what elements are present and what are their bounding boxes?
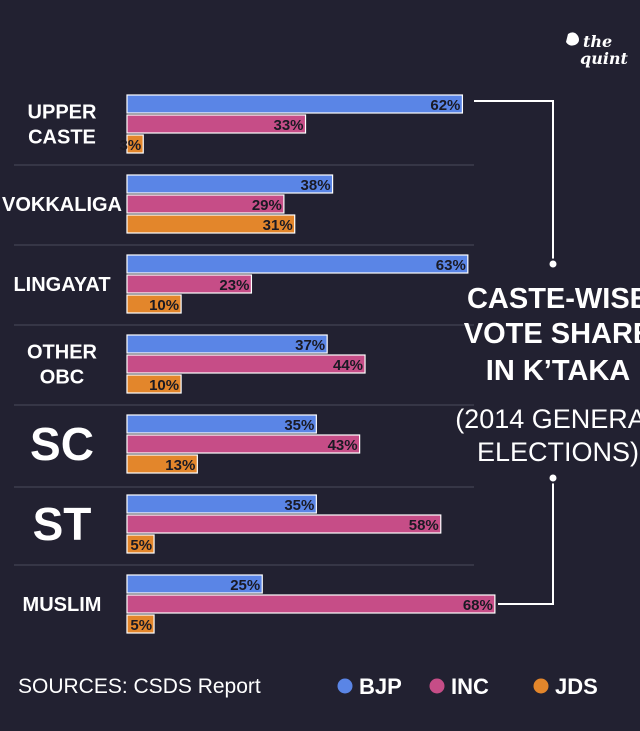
value-label-inc: 58% [409, 517, 439, 534]
legend-item-jds: JDS [533, 674, 598, 699]
bar-inc [126, 514, 442, 534]
bar-inc [126, 274, 253, 294]
value-label-jds: 5% [130, 617, 152, 634]
bar-jds [126, 454, 198, 474]
value-label-bjp: 35% [284, 417, 314, 434]
source-note: SOURCES: CSDS Report [18, 675, 261, 698]
bar-group: 35% 43% 13% [126, 414, 361, 474]
value-label-jds: 10% [149, 377, 179, 394]
title-bracket [474, 100, 559, 605]
category-label: CASTE [28, 127, 96, 149]
row-dividers [14, 164, 474, 566]
brand-mark-icon [566, 32, 579, 46]
value-label-inc: 29% [252, 197, 282, 214]
side-title: CASTE-WISE VOTE SHARE IN K’TAKA (2014 GE… [455, 283, 640, 467]
bar-inc [126, 594, 496, 614]
legend-label: INC [451, 674, 489, 699]
legend-item-bjp: BJP [337, 674, 402, 699]
legend-dot-icon [429, 678, 445, 694]
legend-label: JDS [555, 674, 598, 699]
value-label-jds: 10% [149, 297, 179, 314]
category-label: OTHER [27, 342, 98, 364]
category-labels: UPPER CASTE VOKKALIGA LINGAYAT OTHER OBC SC ST M… [2, 102, 122, 617]
bar-jds [126, 534, 155, 554]
bar-group: 25% 68% 5% [126, 574, 496, 634]
category-label: OBC [40, 367, 84, 389]
value-label-bjp: 63% [436, 257, 466, 274]
bar-bjp [126, 574, 263, 594]
value-label-inc: 44% [333, 357, 363, 374]
bar-inc [126, 194, 285, 214]
brand-logo: the quint [566, 32, 629, 68]
category-label: UPPER [28, 102, 97, 124]
value-label-inc: 33% [273, 117, 303, 134]
legend-dot-icon [533, 678, 549, 694]
category-label: VOKKALIGA [2, 194, 122, 216]
category-label: MUSLIM [23, 594, 102, 616]
side-subtitle-line-1: (2014 GENERAL [455, 404, 640, 434]
bar-jds [126, 214, 296, 234]
value-label-inc: 43% [328, 437, 358, 454]
legend: BJP INC JDS [337, 674, 598, 699]
bar-inc [126, 114, 307, 134]
value-label-bjp: 38% [301, 177, 331, 194]
bar-inc [126, 434, 361, 454]
bar-group: 62% 33% 3% [120, 94, 464, 154]
value-label-jds: 3% [120, 137, 142, 154]
bar-group: 38% 29% 31% [126, 174, 334, 234]
brand-name-line-1: the [583, 32, 612, 51]
value-label-bjp: 25% [230, 577, 260, 594]
side-title-line-3: IN K’TAKA [486, 355, 631, 387]
category-label: ST [33, 498, 92, 550]
value-label-jds: 13% [165, 457, 195, 474]
bar-bjp [126, 254, 469, 274]
legend-item-inc: INC [429, 674, 489, 699]
legend-dot-icon [337, 678, 353, 694]
value-label-bjp: 62% [430, 97, 460, 114]
bar-groups: 62% 33% 3% 38% 29% 31% 63% 23% 10% 37% 44% 10% 35% 43… [120, 94, 496, 634]
value-label-inc: 23% [219, 277, 249, 294]
bar-jds [126, 134, 144, 154]
bar-group: 37% 44% 10% [126, 334, 366, 394]
bar-inc [126, 354, 366, 374]
category-label: SC [30, 418, 94, 470]
value-label-bjp: 35% [284, 497, 314, 514]
legend-label: BJP [359, 674, 402, 699]
side-subtitle-line-2: ELECTIONS) [477, 437, 639, 467]
value-label-inc: 68% [463, 597, 493, 614]
bar-group: 35% 58% 5% [126, 494, 442, 554]
bar-jds [126, 374, 182, 394]
category-label: LINGAYAT [13, 274, 110, 296]
bar-bjp [126, 94, 464, 114]
side-title-line-1: CASTE-WISE [467, 283, 640, 315]
brand-name-line-2: quint [580, 49, 629, 68]
bar-bjp [126, 174, 334, 194]
bar-bjp [126, 494, 317, 514]
value-label-jds: 5% [130, 537, 152, 554]
bar-jds [126, 614, 155, 634]
side-title-line-2: VOTE SHARE [464, 318, 640, 350]
value-label-jds: 31% [263, 217, 293, 234]
bar-group: 63% 23% 10% [126, 254, 469, 314]
bar-bjp [126, 334, 328, 354]
bar-jds [126, 294, 182, 314]
bar-bjp [126, 414, 317, 434]
value-label-bjp: 37% [295, 337, 325, 354]
